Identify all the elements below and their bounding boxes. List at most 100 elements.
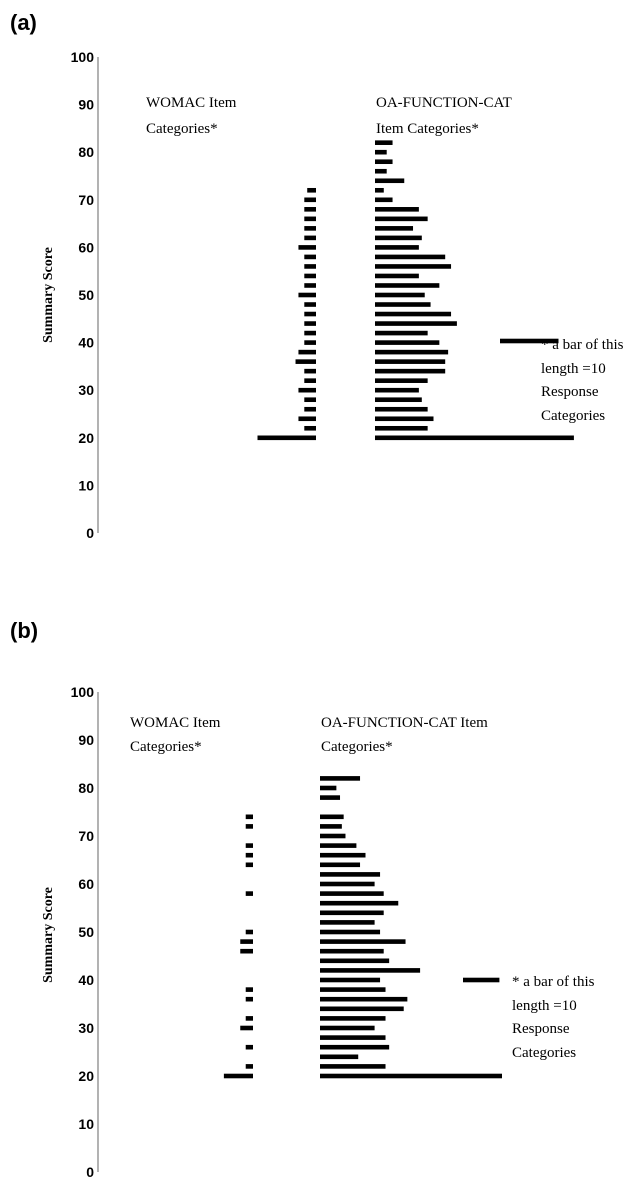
oa-function-cat-bar [375,321,457,326]
oa-function-cat-bar [375,397,422,403]
womac-bar [304,226,316,231]
womac-bar [298,416,316,422]
oa-function-cat-bar [320,1044,390,1050]
oa-function-cat-bar [375,378,428,383]
y-tick-label: 20 [78,1068,94,1084]
womac-bar [245,929,253,935]
y-tick-label: 90 [78,732,94,748]
womac-bar [304,216,316,222]
oa-function-cat-bar [320,785,337,791]
oa-function-cat-bar [375,187,384,193]
y-axis-title: Summary Score [41,247,56,343]
womac-bar [304,425,316,431]
womac-bar [298,387,316,393]
oa-function-cat-bar [375,245,419,250]
y-tick-label: 70 [78,192,94,208]
womac-bar [245,1044,253,1050]
oa-function-cat-heading: Item Categories* [376,121,479,137]
oa-function-cat-bar [320,833,346,839]
oa-function-cat-bar [375,207,419,212]
oa-function-cat-heading: OA-FUNCTION-CAT Item [321,715,488,731]
oa-function-cat-bar [375,254,446,260]
oa-function-cat-bar [320,939,406,944]
oa-function-cat-bar [320,910,384,916]
womac-bar [240,948,253,954]
panel-label: (a) [10,10,37,35]
y-tick-label: 70 [78,828,94,844]
oa-function-cat-bar [320,1035,386,1040]
oa-function-cat-bar [320,996,408,1002]
scale-legend-text: length =10 [541,361,606,377]
oa-function-cat-heading: OA-FUNCTION-CAT [376,95,512,111]
oa-function-cat-bar [375,387,419,393]
oa-function-cat-bar [375,330,428,336]
oa-function-cat-bar [375,416,434,422]
womac-bar [304,254,316,260]
oa-function-cat-bar [320,920,375,925]
oa-function-cat-bar [320,862,361,868]
oa-function-cat-bar [375,368,446,374]
y-tick-label: 40 [78,972,94,988]
womac-bar [245,1016,253,1021]
oa-function-cat-bar [320,929,381,935]
womac-bar [304,207,316,212]
womac-bar [240,1025,253,1031]
womac-bar [257,435,316,441]
oa-function-cat-bar [320,968,421,973]
womac-heading: WOMAC Item [146,95,237,111]
oa-function-cat-bar [375,140,393,145]
oa-function-cat-bar [320,987,386,992]
womac-bar [298,349,316,355]
womac-bar [245,852,253,858]
womac-bar [245,862,253,868]
oa-function-cat-bar [320,958,390,964]
oa-function-cat-bar [320,1016,386,1021]
womac-heading: WOMAC Item [130,715,221,731]
oa-function-cat-bar [375,435,574,441]
oa-function-cat-bar [320,891,384,896]
oa-function-cat-bar [375,349,449,355]
oa-function-cat-bar [320,1025,375,1031]
womac-bar [223,1073,253,1079]
panel-label: (b) [10,618,38,643]
scale-legend-text: Categories [541,408,605,424]
y-tick-label: 20 [78,430,94,446]
oa-function-cat-bar [320,852,366,858]
womac-bar [304,330,316,336]
womac-bar [240,939,253,944]
womac-bar [295,359,316,364]
scale-legend-bar [463,977,500,983]
womac-bar [298,292,316,298]
womac-bar [304,406,316,412]
womac-bar [304,283,316,288]
oa-function-cat-bar [320,795,341,800]
y-tick-label: 90 [78,97,94,113]
oa-function-cat-bar [375,197,393,203]
y-tick-label: 50 [78,924,94,940]
oa-function-cat-bar [320,824,342,829]
oa-function-cat-bar [320,948,384,954]
womac-bar [245,996,253,1002]
oa-function-cat-bar [375,311,452,317]
oa-function-cat-bar [320,776,361,781]
oa-function-cat-bar [375,168,387,174]
scale-legend-text: * a bar of this [541,337,624,353]
y-tick-label: 50 [78,287,94,303]
y-tick-label: 0 [86,525,94,541]
womac-bar [245,843,253,848]
scale-legend-bar [500,338,559,344]
scale-legend-text: Response [541,384,599,400]
womac-bar [304,235,316,241]
oa-function-cat-bar [375,226,414,231]
womac-bar [245,987,253,992]
womac-bar [304,311,316,317]
womac-bar [304,273,316,279]
womac-bar [245,1064,253,1069]
y-tick-label: 10 [78,477,94,493]
oa-function-cat-bar [375,216,428,222]
scale-legend-text: Categories [512,1045,576,1061]
oa-function-cat-bar [375,359,446,364]
oa-function-cat-bar [375,425,428,431]
oa-function-cat-bar [320,1054,359,1060]
